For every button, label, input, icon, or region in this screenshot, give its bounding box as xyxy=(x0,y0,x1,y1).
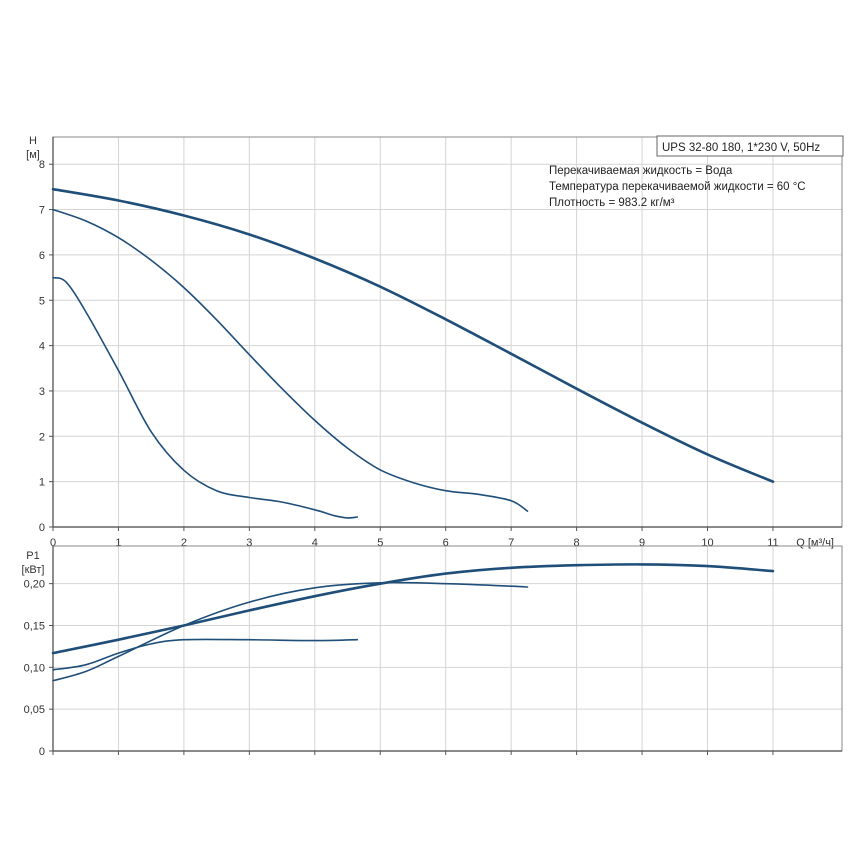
x-tick-label: 4 xyxy=(312,537,318,549)
series-line-1 xyxy=(51,563,775,655)
series-line-1 xyxy=(51,187,775,483)
temperature-info-line: Температура перекачиваемой жидкости = 60… xyxy=(549,181,806,193)
x-tick-label: 5 xyxy=(377,537,383,549)
plot-frame xyxy=(52,545,843,752)
power-curve-plot: 0 0,05 0,10 0,15 0,20 P1 [кВт] xyxy=(22,545,843,758)
series-line-3 xyxy=(52,276,359,519)
x-tick-label: 6 xyxy=(443,537,449,549)
series-line-2 xyxy=(52,581,529,682)
x-tick-label: 0 xyxy=(50,537,56,549)
x-tick-label: 9 xyxy=(639,537,645,549)
x-tick-label: 3 xyxy=(246,537,252,549)
x-axis-title: Q [м³/ч] xyxy=(796,537,834,549)
plot-frame xyxy=(52,136,843,528)
density-info-line: Плотность = 983.2 кг/м³ xyxy=(549,197,675,209)
y-tick-label: 8 xyxy=(39,159,45,171)
y-tick-label: 0,10 xyxy=(24,662,45,674)
y-tick-label: 0,15 xyxy=(24,620,45,632)
y-tick-label: 0 xyxy=(39,522,45,534)
x-tick-label: 7 xyxy=(508,537,514,549)
series-line-2 xyxy=(52,208,529,512)
y-axis-title: H xyxy=(29,135,37,147)
x-tick-label: 8 xyxy=(574,537,580,549)
y-tick-label: 7 xyxy=(39,205,45,217)
y-tick-label: 0 xyxy=(39,746,45,758)
fluid-info-line: Перекачиваемая жидкость = Вода xyxy=(549,165,733,177)
pump-model-label: UPS 32-80 180, 1*230 V, 50Hz xyxy=(662,142,820,154)
y-axis-unit: [кВт] xyxy=(22,564,45,576)
y-tick-label: 4 xyxy=(39,341,45,353)
y-axis-unit: [м] xyxy=(26,149,40,161)
x-tick-label: 2 xyxy=(181,537,187,549)
y-tick-label: 6 xyxy=(39,250,45,262)
y-tick-label: 0,05 xyxy=(24,704,45,716)
x-tick-label: 1 xyxy=(115,537,121,549)
x-tick-label: 11 xyxy=(767,537,778,549)
y-tick-label: 1 xyxy=(39,477,45,489)
y-tick-label: 5 xyxy=(39,295,45,307)
series-line-3 xyxy=(52,638,359,671)
y-tick-label: 0,20 xyxy=(24,579,45,591)
y-axis-title: P1 xyxy=(26,550,39,562)
y-tick-label: 2 xyxy=(39,431,45,443)
y-tick-label: 3 xyxy=(39,386,45,398)
info-box: UPS 32-80 180, 1*230 V, 50Hz Перекачивае… xyxy=(549,135,844,209)
